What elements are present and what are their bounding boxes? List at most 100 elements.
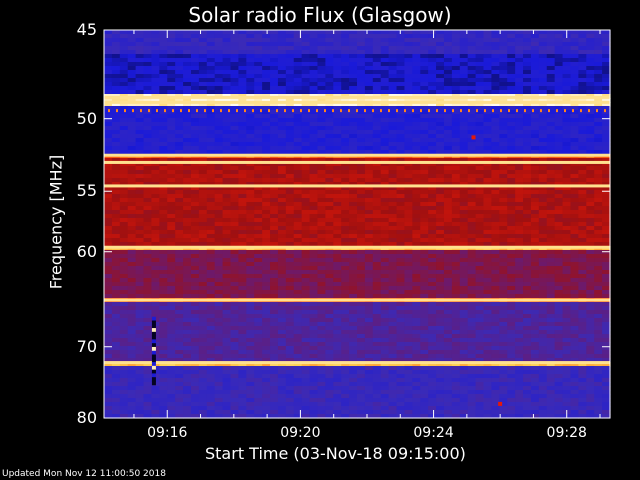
heatmap-cell bbox=[119, 90, 129, 95]
heatmap-cell bbox=[325, 182, 334, 187]
heatmap-cell bbox=[451, 326, 461, 331]
heatmap-cell bbox=[412, 90, 421, 95]
heatmap-cell bbox=[206, 74, 216, 79]
heatmap-cell bbox=[364, 126, 374, 131]
heatmap-cell bbox=[277, 146, 287, 151]
heatmap-cell bbox=[602, 194, 611, 199]
heatmap-cell bbox=[523, 314, 532, 319]
heatmap-cell bbox=[190, 198, 200, 203]
heatmap-cell bbox=[104, 266, 113, 271]
heatmap-cell bbox=[111, 134, 121, 139]
heatmap-cell bbox=[309, 306, 319, 311]
heatmap-cell bbox=[238, 62, 247, 67]
heatmap-cell bbox=[167, 46, 176, 51]
heatmap-cell bbox=[190, 330, 200, 335]
heatmap-cell bbox=[396, 190, 406, 195]
heatmap-cell bbox=[135, 150, 145, 155]
heatmap-cell bbox=[436, 214, 445, 219]
heatmap-cell bbox=[436, 162, 445, 167]
heatmap-cell bbox=[104, 110, 113, 115]
heatmap-cell bbox=[578, 198, 587, 203]
heatmap-cell bbox=[246, 262, 255, 267]
heatmap-cell bbox=[396, 70, 406, 75]
heatmap-cell bbox=[388, 90, 398, 95]
heatmap-cell bbox=[546, 142, 556, 147]
heatmap-cell bbox=[364, 206, 374, 211]
heatmap-cell bbox=[443, 70, 453, 75]
heatmap-cell bbox=[301, 66, 311, 71]
heatmap-cell bbox=[436, 334, 445, 339]
heatmap-cell bbox=[293, 186, 303, 191]
heatmap-cell bbox=[562, 62, 572, 67]
heatmap-cell bbox=[586, 326, 595, 331]
heatmap-cell bbox=[436, 138, 445, 143]
heatmap-cell bbox=[586, 58, 595, 63]
heatmap-cell bbox=[246, 330, 255, 335]
heatmap-cell bbox=[594, 278, 603, 283]
heatmap-cell bbox=[190, 258, 200, 263]
heatmap-cell bbox=[428, 194, 437, 199]
heatmap-cell bbox=[404, 162, 413, 167]
heatmap-cell bbox=[412, 178, 421, 183]
heatmap-cell bbox=[214, 286, 224, 291]
heatmap-cell bbox=[198, 278, 208, 283]
heatmap-cell bbox=[159, 310, 168, 315]
heatmap-cell bbox=[530, 78, 540, 83]
heatmap-cell bbox=[349, 122, 358, 127]
heatmap-cell bbox=[183, 86, 192, 91]
heatmap-cell bbox=[214, 278, 224, 283]
heatmap-cell bbox=[277, 78, 287, 83]
heatmap-cell bbox=[483, 150, 493, 155]
heatmap-cell bbox=[143, 66, 153, 71]
heatmap-cell bbox=[206, 38, 216, 43]
heatmap-cell bbox=[277, 306, 287, 311]
heatmap-cell bbox=[443, 338, 453, 343]
heatmap-cell bbox=[467, 338, 477, 343]
heatmap-cell bbox=[238, 234, 247, 239]
heatmap-cell bbox=[412, 146, 421, 151]
heatmap-cell bbox=[507, 30, 516, 35]
heatmap-cell bbox=[270, 58, 279, 63]
heatmap-cell bbox=[538, 182, 548, 187]
heatmap-cell bbox=[530, 210, 540, 215]
heatmap-cell bbox=[412, 234, 421, 239]
heatmap-cell bbox=[167, 118, 176, 123]
heatmap-cell bbox=[238, 194, 247, 199]
heatmap-cell bbox=[333, 310, 342, 315]
heatmap-cell bbox=[246, 334, 255, 339]
heatmap-cell bbox=[301, 222, 311, 227]
heatmap-cell bbox=[238, 102, 247, 107]
heatmap-cell bbox=[277, 130, 287, 135]
heatmap-cell bbox=[317, 302, 326, 307]
heatmap-cell bbox=[428, 118, 437, 123]
heatmap-cell bbox=[586, 274, 595, 279]
heatmap-cell bbox=[357, 110, 366, 115]
heatmap-cell bbox=[467, 222, 477, 227]
heatmap-cell bbox=[546, 162, 556, 167]
heatmap-cell bbox=[443, 274, 453, 279]
heatmap-cell bbox=[546, 182, 556, 187]
heatmap-cell bbox=[443, 174, 453, 179]
heatmap-cell bbox=[523, 262, 532, 267]
heatmap-cell bbox=[238, 178, 247, 183]
heatmap-cell bbox=[459, 118, 469, 123]
heatmap-cell bbox=[254, 106, 263, 111]
heatmap-cell bbox=[143, 334, 153, 339]
heatmap-cell bbox=[349, 70, 358, 75]
heatmap-cell bbox=[357, 262, 366, 267]
heatmap-cell bbox=[190, 50, 200, 55]
heatmap-cell bbox=[428, 186, 437, 191]
heatmap-cell bbox=[333, 258, 342, 263]
heatmap-cell bbox=[499, 226, 508, 231]
heatmap-cell bbox=[190, 118, 200, 123]
heatmap-cell bbox=[483, 338, 493, 343]
heatmap-cell bbox=[467, 54, 477, 59]
heatmap-cell bbox=[451, 106, 461, 111]
heatmap-cell bbox=[388, 114, 398, 119]
heatmap-cell bbox=[190, 102, 200, 107]
heatmap-cell bbox=[483, 326, 493, 331]
heatmap-cell bbox=[159, 266, 168, 271]
heatmap-cell bbox=[222, 210, 232, 215]
heatmap-cell bbox=[127, 114, 137, 119]
heatmap-cell bbox=[325, 98, 334, 103]
